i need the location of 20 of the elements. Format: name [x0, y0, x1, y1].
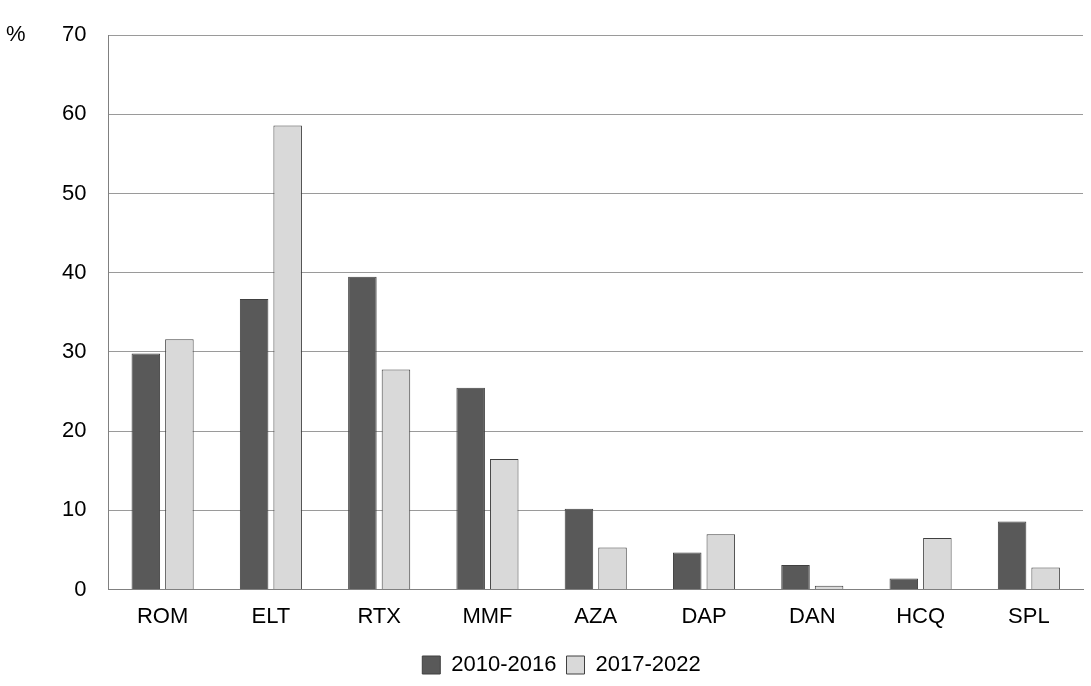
x-tick-label: ROM: [136, 602, 189, 628]
y-tick-label: 40: [61, 258, 87, 284]
x-tick-label: AZA: [574, 602, 618, 628]
y-tick-label: 10: [61, 496, 87, 522]
legend-label: 2010-2016: [451, 651, 557, 677]
y-tick-label: 50: [61, 179, 87, 205]
y-tick-label: 20: [61, 417, 87, 443]
x-tick-label: DAP: [681, 602, 727, 628]
x-tick-label: SPL: [1008, 602, 1050, 628]
x-tick-label: HCQ: [896, 602, 946, 628]
x-tick-label: RTX: [357, 602, 402, 628]
y-axis-title: %: [6, 21, 26, 47]
x-tick-label: DAN: [789, 602, 836, 628]
y-tick-label: 30: [61, 338, 87, 364]
y-tick-label: 60: [61, 100, 87, 126]
y-tick-label: 0: [74, 575, 87, 601]
legend-label: 2017-2022: [595, 651, 701, 677]
y-tick-label: 70: [61, 21, 87, 47]
x-tick-label: ELT: [251, 602, 291, 628]
x-tick-label: MMF: [462, 602, 513, 628]
